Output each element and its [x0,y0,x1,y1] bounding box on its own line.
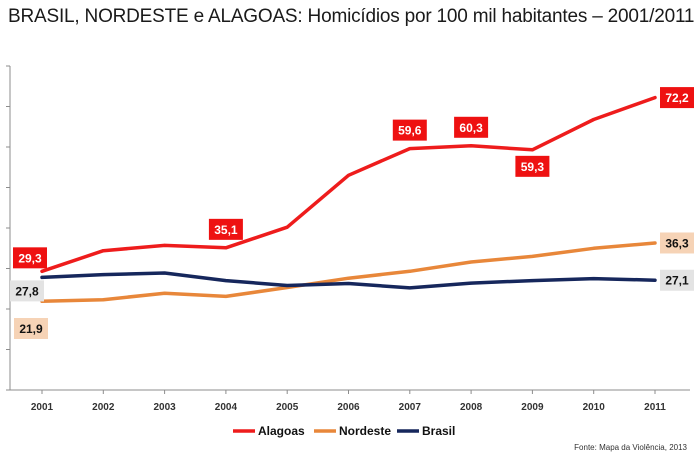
axes: 2001 2002 2003 2004 2005 2006 2007 2008 2009 2010… [6,65,690,413]
data-label-alagoas: 72,2 [665,91,689,105]
data-label-box-alagoas [660,87,694,109]
data-label-alagoas: 59,3 [521,160,545,174]
data-point-alagoas [347,173,350,177]
x-tick-label: 2009 [521,402,544,413]
data-label-alagoas: 60,3 [459,121,483,135]
x-tick-label: 2006 [337,402,360,413]
data-point-alagoas [101,249,105,253]
data-labels: 29,3 35,1 59,6 60,3 59,3 72,2 21,9 36,3 27,8 27,1 [10,87,694,339]
data-point-alagoas [469,144,473,148]
data-point-alagoas [285,225,289,229]
data-point-brasil [592,277,596,281]
data-point-alagoas [408,147,412,151]
data-point-alagoas [40,269,44,273]
x-tick-label: 2007 [399,402,422,413]
data-point-brasil [408,286,412,290]
chart-source: Fonte: Mapa da Violência, 2013 [574,443,687,452]
data-label-box-alagoas [13,247,47,269]
series-line-alagoas [40,95,657,274]
data-point-brasil [347,281,350,285]
data-label-box-alagoas [392,119,427,141]
data-label-nordeste: 21,9 [19,322,43,336]
legend: Alagoas Nordeste Brasil [233,424,455,438]
data-point-nordeste [653,241,657,245]
data-label-box-nordeste [660,232,694,254]
data-point-brasil [469,281,473,285]
data-point-nordeste [347,276,350,280]
data-label-box-brasil [10,280,44,302]
data-point-nordeste [101,298,105,302]
chart-title: BRASIL, NORDESTE e ALAGOAS: Homicídios p… [8,6,695,27]
data-point-nordeste [592,246,596,250]
data-point-nordeste [469,260,473,264]
data-point-brasil [653,278,657,282]
legend-label-alagoas: Alagoas [258,424,305,438]
legend-label-brasil: Brasil [422,424,455,438]
data-label-box-nordeste [14,318,48,339]
data-point-brasil [285,284,289,288]
x-tick-label: 2003 [153,402,176,413]
data-point-alagoas [592,117,596,121]
data-label-box-alagoas [208,218,243,240]
data-point-brasil [101,273,105,277]
data-label-brasil: 27,1 [665,274,689,288]
data-point-brasil [163,271,167,275]
data-label-box-alagoas [454,116,489,138]
x-tick-label: 2011 [644,402,666,413]
data-point-brasil [530,279,534,283]
data-label-alagoas: 29,3 [18,251,42,265]
x-tick-label: 2001 [31,402,54,413]
data-point-nordeste [408,269,412,273]
data-point-alagoas [224,246,228,250]
data-label-nordeste: 36,3 [665,236,689,250]
x-tick-label: 2010 [583,402,606,413]
data-label-alagoas: 35,1 [214,223,238,237]
data-label-box-brasil [660,269,694,291]
x-tick-label: 2005 [276,402,299,413]
data-label-brasil: 27,8 [15,284,39,298]
x-tick-label: 2008 [460,402,483,413]
data-point-alagoas [163,243,167,247]
data-point-nordeste [224,294,228,298]
data-point-alagoas [530,148,534,152]
x-tick-label: 2004 [215,402,238,413]
x-tick-label: 2002 [92,402,115,413]
data-point-nordeste [530,254,534,258]
data-point-brasil [224,279,228,283]
data-point-nordeste [163,291,167,295]
legend-label-nordeste: Nordeste [339,424,391,438]
series-lines [40,95,657,304]
data-label-box-alagoas [515,155,550,177]
series-line-brasil [40,271,657,290]
data-label-alagoas: 59,6 [398,124,422,138]
data-point-alagoas [653,96,657,100]
data-point-brasil [40,275,44,279]
